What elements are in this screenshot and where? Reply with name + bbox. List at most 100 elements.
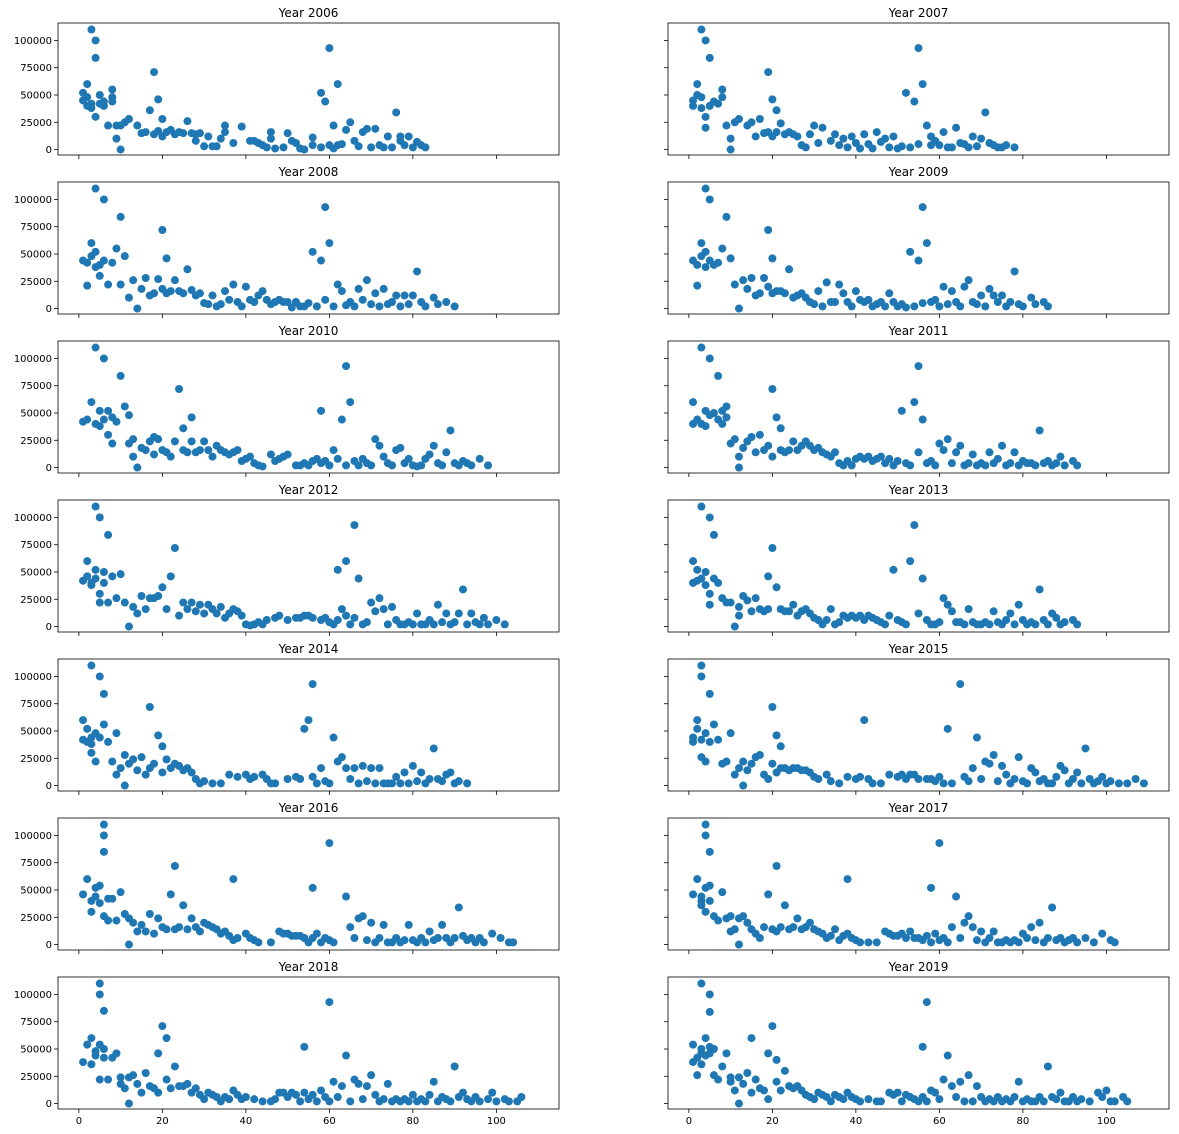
data-point [204,132,213,141]
data-point [337,287,346,296]
axes-frame [667,817,1170,951]
data-point [342,611,351,620]
data-point [417,461,426,470]
data-point [722,1049,731,1058]
data-point [158,742,167,751]
data-point [488,929,497,938]
data-point [709,720,718,729]
data-point [1035,918,1044,927]
data-point [358,761,367,770]
data-point [989,927,998,936]
data-point [1123,779,1132,788]
data-point [371,607,380,616]
data-point [739,912,748,921]
data-point [826,136,835,145]
data-point [450,1062,459,1071]
data-point [433,300,442,309]
data-point [914,140,923,149]
data-point [1010,267,1019,276]
data-point [112,417,121,426]
data-point [187,768,196,777]
data-point [346,620,355,629]
data-point [162,1075,171,1084]
y-tick-label: 25000 [20,277,52,288]
data-point [689,733,698,742]
data-point [116,570,125,579]
data-point [300,724,309,733]
data-point [496,934,505,942]
y-tick-label: 75000 [20,381,52,392]
data-point [183,448,192,457]
data-point [864,1095,873,1104]
data-point [337,415,346,424]
y-tick-label: 100000 [14,354,52,365]
data-point [433,934,442,942]
data-point [922,239,931,248]
data-point [154,275,163,284]
data-point [776,424,785,433]
data-point [262,143,271,152]
data-point [271,1095,280,1104]
data-point [266,134,275,143]
data-point [910,97,919,106]
data-point [99,415,108,424]
data-point [329,733,338,742]
axes-frame [57,976,560,1110]
data-point [141,128,150,137]
data-point [705,1007,714,1016]
data-point [91,53,100,62]
data-point [768,544,777,552]
data-point [1048,779,1057,788]
data-point [697,1045,706,1053]
data-point [730,925,739,934]
data-point [413,609,422,618]
data-point [906,143,915,152]
data-point [358,295,367,304]
data-point [734,115,743,123]
data-point [150,929,159,938]
x-tick-label: 0 [76,1116,82,1127]
data-point [108,757,117,766]
data-point [893,1088,902,1097]
data-point [291,1090,300,1099]
data-point [187,413,196,422]
data-point [956,680,965,689]
data-point [379,605,388,614]
data-point [392,772,401,781]
data-point [438,920,447,929]
data-point [1043,620,1052,629]
data-point [170,1062,179,1071]
data-point [747,274,756,282]
y-tick-label: 75000 [20,540,52,551]
data-point [843,143,852,152]
data-point [1085,1097,1094,1106]
panel: Year 2012 0 25000 50000 75000 100000 [14,483,560,636]
data-point [325,1097,334,1106]
data-point [868,144,877,153]
data-point [1139,779,1148,788]
data-point [1014,753,1023,762]
data-point [83,80,92,89]
data-point [429,744,438,753]
data-point [137,1088,146,1097]
data-point [981,461,990,470]
data-point [881,620,890,629]
data-point [860,716,869,725]
data-point [179,289,188,298]
data-point [805,130,814,139]
data-point [120,1084,129,1093]
panel: Year 2016 0 25000 50000 75000 100000 [14,801,560,954]
data-point [87,1060,96,1069]
y-tick-label: 50000 [20,250,52,261]
data-point [95,406,104,415]
data-point [718,93,727,102]
data-point [760,923,769,932]
data-point [175,385,184,393]
data-point [396,443,405,452]
data-point [910,521,919,530]
data-point [200,142,209,151]
data-point [458,585,467,594]
data-point [133,463,142,472]
data-point [1106,777,1115,786]
data-point [425,775,434,783]
